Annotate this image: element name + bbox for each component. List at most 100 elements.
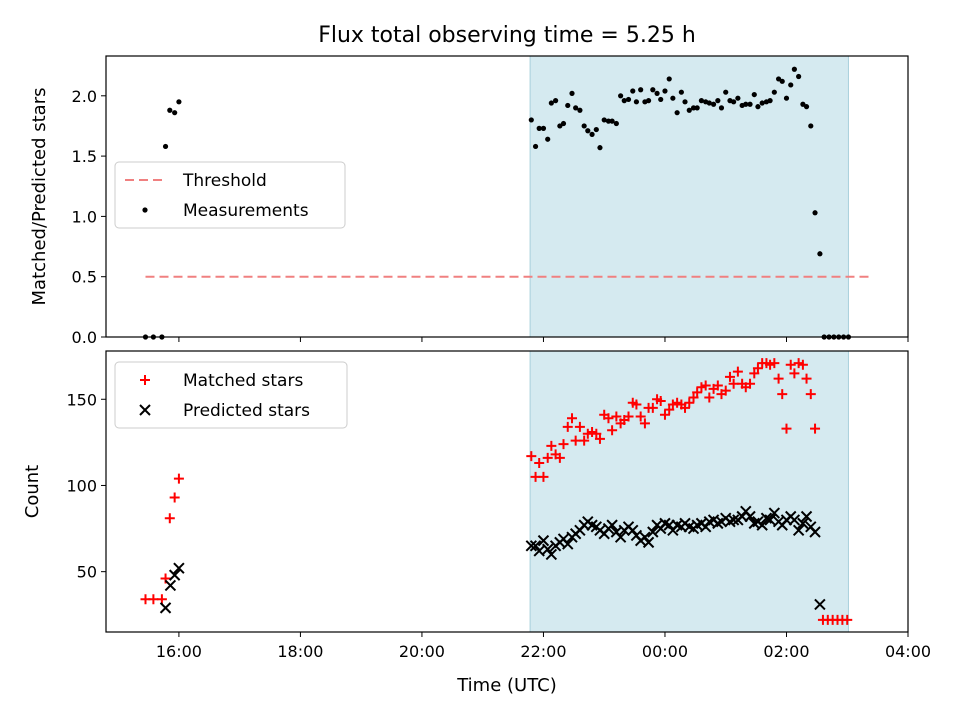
measurement-point — [162, 143, 169, 150]
measurement-point — [803, 104, 810, 110]
measurement-point — [167, 107, 173, 113]
matched-stars-point — [720, 385, 731, 396]
measurement-point — [735, 95, 741, 101]
measurement-point — [796, 73, 802, 80]
predicted-stars-point — [164, 579, 177, 592]
matched-stars-point — [704, 392, 715, 403]
measurement-point — [569, 90, 575, 96]
y-axis-label: Count — [22, 465, 43, 518]
measurement-point — [658, 96, 664, 103]
measurement-point — [605, 118, 612, 124]
matched-stars-point — [789, 368, 800, 379]
matched-stars-point — [745, 378, 756, 389]
measurement-point — [540, 125, 547, 131]
measurement-point — [783, 95, 790, 101]
measurement-point — [625, 96, 632, 103]
matched-stars-point — [558, 439, 569, 450]
measurement-point — [560, 120, 567, 127]
matched-stars-point — [842, 614, 853, 625]
measurement-point — [715, 98, 721, 104]
matched-stars-point — [546, 440, 557, 451]
matched-stars-point — [631, 399, 642, 410]
x-axis-label: Time (UTC) — [456, 675, 557, 696]
matched-stars-point — [728, 378, 739, 389]
measurement-point — [686, 107, 692, 113]
matched-stars-point — [164, 513, 175, 524]
measurement-point — [532, 143, 539, 150]
matched-stars-point — [797, 359, 808, 370]
measurement-point — [694, 105, 700, 111]
y-tick-label: 100 — [66, 476, 97, 495]
predicted-stars-point — [756, 519, 768, 531]
measurement-point — [528, 117, 534, 123]
matched-stars-point — [688, 392, 699, 403]
measurement-point — [630, 88, 636, 94]
measurement-point — [601, 117, 607, 123]
matched-stars-point — [607, 425, 618, 436]
measurement-point — [585, 128, 591, 134]
measurement-point — [817, 251, 823, 257]
measurement-point — [589, 131, 595, 137]
matched-stars-point — [570, 435, 581, 446]
predicted-stars-point — [639, 531, 651, 543]
predicted-stars-point — [727, 514, 740, 526]
measurement-point — [597, 145, 603, 151]
predicted-stars-point — [614, 531, 627, 543]
matched-stars-point — [647, 402, 658, 413]
y-tick-label: 150 — [66, 390, 97, 409]
matched-stars-point — [173, 473, 184, 484]
predicted-stars-point — [525, 540, 538, 552]
measurement-point — [581, 123, 587, 129]
matched-stars-point — [635, 411, 646, 422]
predicted-stars-point — [173, 562, 185, 574]
measurement-point — [638, 87, 644, 93]
measurement-point — [613, 120, 619, 127]
measurement-point — [654, 90, 660, 96]
matched-stars-point — [148, 594, 159, 605]
chart-title: Flux total observing time = 5.25 h — [318, 23, 696, 48]
measurement-point — [176, 99, 182, 105]
y-tick-label: 0.0 — [72, 328, 97, 347]
measurement-point — [678, 89, 684, 95]
measurement-point — [577, 107, 583, 113]
matched-stars-point — [591, 428, 602, 439]
x-tick-label: 20:00 — [399, 642, 445, 661]
matched-stars-point — [732, 366, 743, 377]
x-tick-label: 22:00 — [520, 642, 566, 661]
series-measurements — [142, 66, 852, 340]
measurement-point — [718, 105, 725, 111]
predicted-stars-point — [168, 569, 181, 581]
measurement-point — [618, 93, 624, 99]
matched-stars-point — [534, 458, 545, 469]
measurement-point — [710, 101, 717, 107]
predicted-stars-point — [642, 536, 655, 549]
measurement-point — [751, 91, 757, 98]
legend-box — [114, 361, 348, 429]
predicted-stars-point — [788, 514, 801, 526]
matched-stars-point — [169, 492, 180, 503]
legend-label: Threshold — [182, 171, 267, 191]
matched-stars-point — [655, 395, 666, 406]
observing-window-span — [529, 350, 849, 633]
measurement-point — [565, 102, 571, 109]
measurement-point — [771, 89, 777, 95]
measurement-point — [633, 99, 640, 105]
measurement-point — [690, 105, 697, 111]
axes-frame — [105, 350, 909, 633]
count-panel: 50 100 150 16:00 18:00 20:00 22:00 00:00 02:00 04… — [22, 350, 931, 661]
measurement-point — [706, 100, 712, 106]
legend-label: Predicted stars — [183, 401, 310, 421]
measurement-point — [674, 110, 680, 116]
predicted-stars-point — [800, 510, 813, 523]
matched-stars-point — [538, 471, 549, 482]
measurement-point — [650, 87, 656, 93]
measurement-point — [172, 110, 178, 116]
y-tick-label: 0.5 — [72, 268, 97, 287]
matched-stars-point — [664, 404, 675, 415]
predicted-stars-point — [792, 524, 805, 536]
matched-stars-point — [773, 373, 784, 384]
x-tick-label: 16:00 — [156, 642, 202, 661]
measurement-point — [621, 98, 627, 104]
measurement-point — [536, 125, 542, 131]
